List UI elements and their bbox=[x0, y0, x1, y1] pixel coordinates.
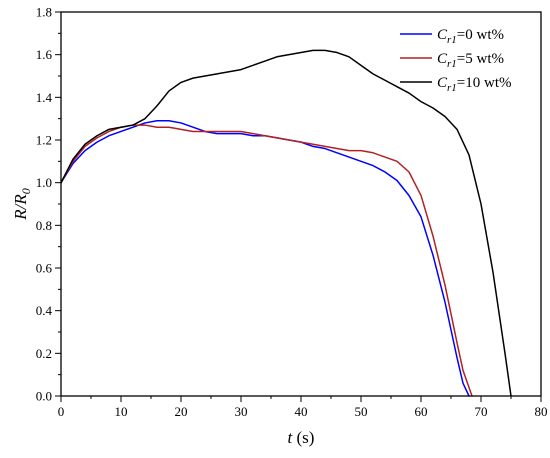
y-axis-title: R/R0 bbox=[11, 188, 33, 221]
series-group bbox=[60, 49, 512, 397]
y-tick-label: 1.2 bbox=[36, 133, 52, 148]
series-line-2 bbox=[60, 124, 473, 397]
legend-label-1: Cr1=0 wt% bbox=[437, 27, 504, 46]
y-axis: 0.0 0.2 0.4 0.6 0.8 1.0 1.2 1.4 1.6 1.8 bbox=[36, 5, 61, 404]
legend-label-2: Cr1=5 wt% bbox=[437, 51, 504, 70]
y-tick-label: 0.0 bbox=[36, 389, 52, 404]
y-tick-label: 0.6 bbox=[36, 261, 53, 276]
x-axis: 0 10 20 30 40 50 60 70 80 bbox=[58, 396, 548, 419]
y-tick-label: 1.0 bbox=[36, 175, 52, 190]
x-tick-label: 80 bbox=[535, 404, 548, 419]
x-tick-label: 60 bbox=[415, 404, 428, 419]
plot-frame bbox=[60, 11, 542, 397]
y-tick-label: 0.4 bbox=[36, 303, 53, 318]
y-tick-label: 0.2 bbox=[36, 346, 52, 361]
x-tick-label: 0 bbox=[58, 404, 65, 419]
series-line-3 bbox=[60, 49, 512, 397]
legend: Cr1=0 wt% Cr1=5 wt% Cr1=10 wt% bbox=[400, 27, 512, 94]
y-tick-label: 1.4 bbox=[36, 90, 53, 105]
x-tick-label: 70 bbox=[475, 404, 488, 419]
y-tick-label: 1.6 bbox=[36, 47, 53, 62]
x-tick-label: 50 bbox=[355, 404, 368, 419]
legend-label-3: Cr1=10 wt% bbox=[437, 75, 512, 94]
y-tick-label: 0.8 bbox=[36, 218, 52, 233]
x-tick-label: 30 bbox=[235, 404, 248, 419]
x-axis-title: t (s) bbox=[288, 428, 315, 447]
y-tick-label: 1.8 bbox=[36, 5, 52, 20]
series-line-1 bbox=[60, 120, 470, 397]
x-tick-label: 20 bbox=[175, 404, 188, 419]
x-tick-label: 10 bbox=[115, 404, 128, 419]
x-tick-label: 40 bbox=[295, 404, 308, 419]
